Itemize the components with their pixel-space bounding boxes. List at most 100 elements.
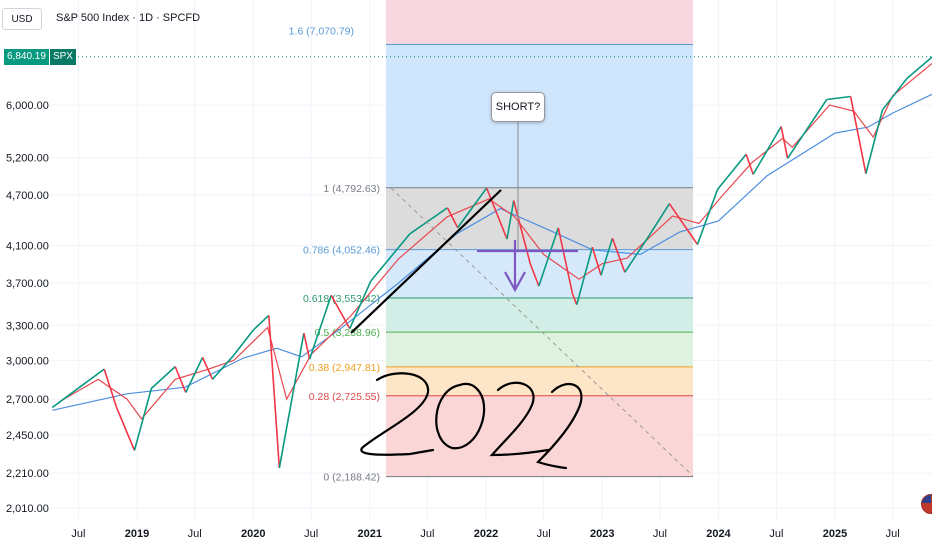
fib-level-label: 0.786 (4,052.46) <box>303 245 380 257</box>
x-tick-label: Jul <box>653 528 667 540</box>
price-segment <box>906 56 932 79</box>
price-segment <box>696 189 719 245</box>
y-tick-label: 4,700.00 <box>6 190 49 202</box>
price-segment <box>348 280 372 329</box>
y-tick-label: 3,300.00 <box>6 320 49 332</box>
price-segment <box>184 357 204 393</box>
x-tick-label: 2024 <box>706 528 731 540</box>
fib-zone <box>386 249 693 299</box>
price-segment <box>786 99 828 159</box>
price-segment <box>303 333 311 360</box>
last-price-badge: 6,840.19 SPX <box>4 49 76 65</box>
trend-line[interactable] <box>350 189 502 334</box>
price-segment <box>538 227 560 287</box>
fib-zone-top <box>386 0 693 45</box>
price-segment <box>780 126 789 159</box>
price-segment <box>826 95 851 101</box>
short-annotation-label[interactable]: SHORT? <box>491 92 545 122</box>
moving-averages <box>52 62 932 420</box>
currency-selector[interactable]: USD <box>2 8 42 30</box>
x-tick-label: Jul <box>886 528 900 540</box>
price-segment <box>591 246 602 276</box>
price-segment <box>849 96 867 174</box>
fib-level-label: 1.6 (7,070.79) <box>289 25 354 37</box>
symbol-title: S&P 500 Index · 1D · SPCFD <box>56 12 201 24</box>
time-axis[interactable]: Jul 2019 Jul 2020 Jul 2021 Jul 2022 Jul 2023 Jul 20… <box>71 528 899 540</box>
price-segment <box>115 407 136 451</box>
x-tick-label: Jul <box>71 528 85 540</box>
fib-level-label: 0.28 (2,725.55) <box>309 391 380 403</box>
price-segment <box>881 77 908 111</box>
slow-ma-line <box>52 93 932 411</box>
fib-zone <box>386 332 693 367</box>
fast-ma-line <box>58 62 932 420</box>
price-series <box>50 56 932 469</box>
price-segment <box>557 227 574 295</box>
x-tick-label: Jul <box>420 528 434 540</box>
price-segment <box>485 187 508 240</box>
price-segment <box>506 200 515 240</box>
y-tick-label: 3,700.00 <box>6 278 49 290</box>
price-segment <box>575 246 594 305</box>
y-tick-label: 3,000.00 <box>6 355 49 367</box>
y-tick-label: 2,450.00 <box>6 430 49 442</box>
x-tick-label: 2023 <box>590 528 614 540</box>
price-segment <box>512 200 532 264</box>
x-tick-label: 2020 <box>241 528 265 540</box>
price-segment <box>133 388 153 451</box>
price-segment <box>330 294 351 330</box>
x-tick-label: Jul <box>769 528 783 540</box>
price-segment <box>278 333 305 469</box>
fib-level-label: 0.5 (3,238.96) <box>315 327 380 339</box>
price-segment <box>370 233 411 282</box>
price-segment <box>745 153 754 175</box>
x-tick-label: 2021 <box>358 528 382 540</box>
price-segment <box>51 394 70 409</box>
price-segment <box>103 368 118 408</box>
y-tick-label: 2,700.00 <box>6 394 49 406</box>
price-segment <box>68 368 105 396</box>
y-tick-label: 6,000.00 <box>6 100 49 112</box>
price-segment <box>174 366 187 393</box>
y-tick-label: 2,010.00 <box>6 503 49 515</box>
price-segment <box>529 263 540 287</box>
price-segment <box>648 203 671 236</box>
handwritten-2022 <box>360 372 583 470</box>
price-segment <box>865 109 884 174</box>
price-segment <box>211 355 235 380</box>
price-segment <box>268 315 281 469</box>
fib-zone <box>386 298 693 333</box>
diagonal-dashed-line <box>390 187 694 477</box>
last-price-value: 6,840.19 <box>4 49 49 65</box>
price-segment <box>600 237 614 276</box>
arrow-down-icon <box>504 271 526 293</box>
fib-level-label: 0.38 (2,947.81) <box>309 362 380 374</box>
fib-level-label: 1 (4,792.63) <box>323 183 380 195</box>
price-segment <box>457 187 488 229</box>
price-segment <box>752 126 782 175</box>
y-tick-label: 5,200.00 <box>6 153 49 165</box>
price-segment <box>668 203 699 245</box>
fib-level-label: 0 (2,188.42) <box>323 472 380 484</box>
fib-zone <box>386 366 693 396</box>
price-segment <box>446 207 459 229</box>
price-segment <box>611 237 626 273</box>
fib-zone <box>386 187 693 250</box>
price-segment <box>624 234 651 273</box>
y-tick-label: 4,100.00 <box>6 240 49 252</box>
x-tick-label: Jul <box>188 528 202 540</box>
price-axis[interactable]: 6,000.00 5,200.00 4,700.00 4,100.00 3,700.00… <box>6 100 49 515</box>
price-segment <box>232 329 255 357</box>
y-tick-label: 2,210.00 <box>6 468 49 480</box>
price-segment <box>571 293 578 305</box>
last-price-symbol: SPX <box>49 49 76 65</box>
x-tick-label: Jul <box>304 528 318 540</box>
price-segment <box>150 366 176 390</box>
fib-zone <box>386 395 693 477</box>
user-drawings[interactable] <box>350 120 694 477</box>
x-tick-label: 2019 <box>125 528 149 540</box>
price-segment <box>716 153 747 191</box>
price-segment <box>201 357 214 380</box>
fibonacci-retracement[interactable]: 1.6 (7,070.79) 1 (4,792.63) 0.786 (4,052.4… <box>289 0 693 484</box>
